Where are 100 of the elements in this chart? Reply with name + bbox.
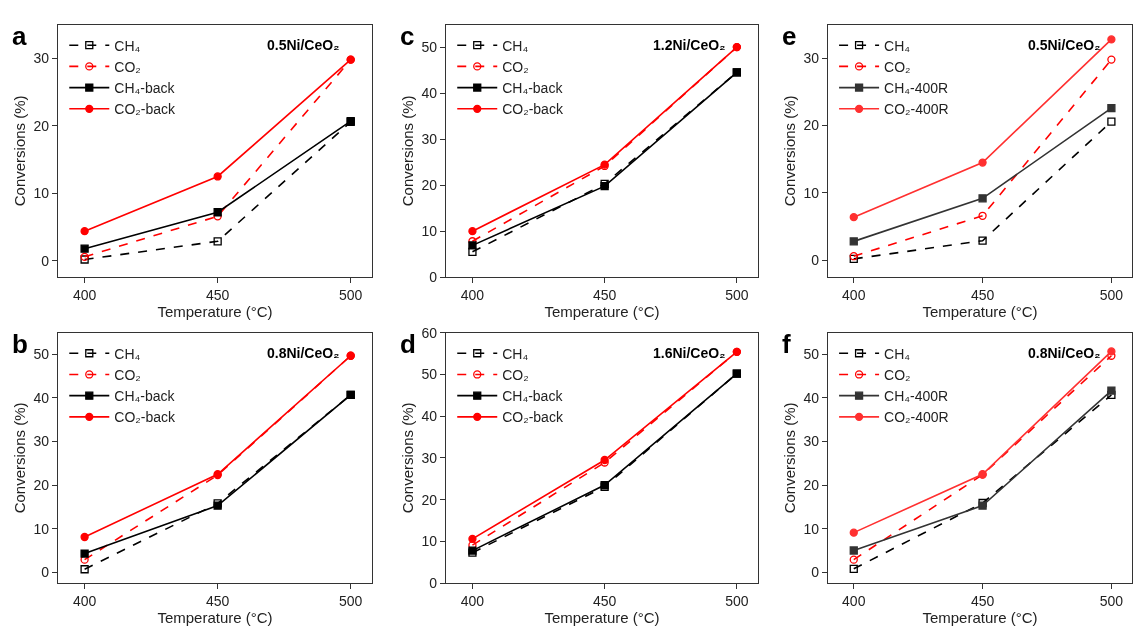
legend-label: CH₄-400R xyxy=(884,80,949,97)
y-tick-label: 0 xyxy=(811,564,820,581)
point xyxy=(978,194,987,203)
chart-title: f xyxy=(782,329,791,359)
point xyxy=(849,528,858,537)
legend-label: CH₄ xyxy=(502,345,529,362)
annotation: 1.2Ni/CeO₂ xyxy=(653,37,726,53)
x-tick-label: 450 xyxy=(205,286,230,303)
x-tick-label: 450 xyxy=(592,286,617,303)
y-tick-label: 20 xyxy=(421,177,438,194)
y-tick-label: 10 xyxy=(33,520,50,537)
x-tick-label: 400 xyxy=(842,593,866,610)
point xyxy=(1107,35,1116,44)
x-axis-title: Temperature (°C) xyxy=(922,609,1038,627)
point xyxy=(978,211,987,220)
point xyxy=(80,532,89,542)
y-tick-label: 50 xyxy=(33,346,50,363)
point xyxy=(849,237,858,246)
y-tick-label: 30 xyxy=(803,433,820,450)
y-tick-label: 20 xyxy=(421,491,438,508)
annotation: 0.8Ni/CeO₂ xyxy=(1028,345,1101,361)
y-axis-title: Conversions (%) xyxy=(10,402,28,514)
point xyxy=(213,208,222,217)
legend-label: CH₄-400R xyxy=(884,388,949,405)
annotation: 0.5Ni/CeO₂ xyxy=(1028,37,1101,53)
x-tick-label: 400 xyxy=(460,593,485,610)
annotation: 1.6Ni/CeO₂ xyxy=(653,345,726,361)
point xyxy=(468,227,477,236)
y-tick-label: 50 xyxy=(421,366,438,383)
y-axis-title: Conversions (%) xyxy=(780,402,798,514)
legend-label: CH₄-back xyxy=(114,388,176,405)
legend-label: CO₂ xyxy=(884,58,911,75)
legend-label: CO₂-back xyxy=(114,101,176,118)
legend-label: CO₂-back xyxy=(502,101,564,118)
point xyxy=(978,236,987,245)
legend-label: CO₂-back xyxy=(502,409,564,426)
x-tick-label: 500 xyxy=(1099,286,1124,303)
x-tick-label: 400 xyxy=(72,286,97,303)
y-tick-label: 40 xyxy=(421,85,438,102)
legend-label: CO₂ xyxy=(114,366,141,383)
legend-label: CO₂ xyxy=(114,58,141,75)
point xyxy=(1107,386,1116,395)
y-tick-label: 30 xyxy=(421,131,438,148)
y-tick-label: 10 xyxy=(421,533,438,550)
y-tick-label: 60 xyxy=(421,324,438,341)
point xyxy=(1107,55,1116,64)
y-tick-label: 40 xyxy=(33,389,50,406)
x-axis-title: Temperature (°C) xyxy=(544,609,660,627)
point xyxy=(468,534,477,544)
y-tick-label: 0 xyxy=(41,252,50,269)
chart-title: a xyxy=(12,21,27,51)
x-axis-title: Temperature (°C) xyxy=(922,302,1038,320)
y-tick-label: 0 xyxy=(429,575,438,592)
y-tick-label: 30 xyxy=(803,50,820,67)
point xyxy=(213,237,222,246)
x-tick-label: 500 xyxy=(1099,593,1124,610)
x-tick-label: 450 xyxy=(970,593,995,610)
point xyxy=(849,212,858,222)
legend-label: CO₂-400R xyxy=(884,409,949,426)
chart-title: c xyxy=(400,21,415,51)
point xyxy=(468,241,477,250)
point xyxy=(849,564,858,573)
x-tick-label: 450 xyxy=(970,286,995,303)
point xyxy=(1107,117,1116,126)
y-tick-label: 0 xyxy=(41,564,50,581)
legend-label: CO₂ xyxy=(502,58,529,75)
y-tick-label: 50 xyxy=(803,346,820,363)
x-tick-label: 400 xyxy=(460,286,485,303)
y-tick-label: 30 xyxy=(33,50,50,67)
y-tick-label: 10 xyxy=(421,223,438,240)
legend-label: CH₄ xyxy=(884,37,911,54)
point xyxy=(80,227,89,236)
chart-title: b xyxy=(12,329,28,359)
x-tick-label: 450 xyxy=(205,593,230,610)
legend-label: CH₄-back xyxy=(502,388,564,405)
y-axis-title: Conversions (%) xyxy=(780,95,798,207)
legend-label: CO₂-400R xyxy=(884,101,949,118)
y-tick-label: 30 xyxy=(33,433,50,450)
y-tick-label: 50 xyxy=(421,39,438,56)
y-tick-label: 10 xyxy=(803,520,820,537)
legend-label: CH₄ xyxy=(884,345,911,362)
legend-label: CO₂-back xyxy=(114,409,176,426)
x-axis-title: Temperature (°C) xyxy=(544,302,660,320)
legend-label: CH₄-back xyxy=(114,80,176,97)
y-tick-label: 20 xyxy=(33,477,50,494)
point xyxy=(213,172,222,181)
point xyxy=(1107,347,1116,356)
x-tick-label: 500 xyxy=(725,593,749,610)
x-tick-label: 500 xyxy=(339,593,363,610)
legend-label: CH₄-back xyxy=(502,80,564,97)
point xyxy=(80,549,89,558)
y-tick-label: 20 xyxy=(33,117,50,134)
point xyxy=(1107,103,1116,113)
y-tick-label: 10 xyxy=(33,185,50,202)
legend-label: CH₄ xyxy=(114,345,141,362)
y-tick-label: 0 xyxy=(811,252,820,269)
y-tick-label: 10 xyxy=(803,184,820,201)
y-axis-title: Conversions (%) xyxy=(398,95,416,207)
y-tick-label: 40 xyxy=(421,408,438,425)
chart-title: e xyxy=(782,21,797,51)
